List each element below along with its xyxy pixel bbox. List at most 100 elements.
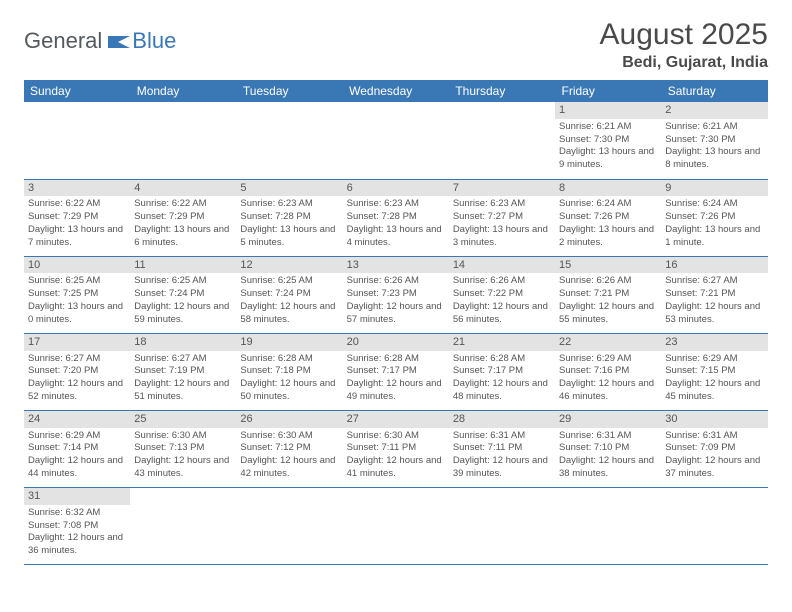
- day-cell: 9Sunrise: 6:24 AMSunset: 7:26 PMDaylight…: [661, 179, 767, 256]
- sunset-text: Sunset: 7:25 PM: [28, 288, 126, 301]
- day-number: 17: [24, 334, 130, 351]
- sunrise-text: Sunrise: 6:28 AM: [240, 353, 338, 366]
- day-cell: [343, 487, 449, 564]
- day-number: 8: [555, 180, 661, 197]
- day-number: 3: [24, 180, 130, 197]
- week-row: 1Sunrise: 6:21 AMSunset: 7:30 PMDaylight…: [24, 102, 768, 179]
- day-cell: 15Sunrise: 6:26 AMSunset: 7:21 PMDayligh…: [555, 256, 661, 333]
- sunrise-text: Sunrise: 6:23 AM: [240, 198, 338, 211]
- daylight-text: Daylight: 13 hours and 8 minutes.: [665, 146, 763, 172]
- daylight-text: Daylight: 12 hours and 57 minutes.: [347, 301, 445, 327]
- day-number: 28: [449, 411, 555, 428]
- day-cell: 29Sunrise: 6:31 AMSunset: 7:10 PMDayligh…: [555, 410, 661, 487]
- daylight-text: Daylight: 12 hours and 48 minutes.: [453, 378, 551, 404]
- sunset-text: Sunset: 7:26 PM: [665, 211, 763, 224]
- daylight-text: Daylight: 13 hours and 7 minutes.: [28, 224, 126, 250]
- day-cell: 28Sunrise: 6:31 AMSunset: 7:11 PMDayligh…: [449, 410, 555, 487]
- day-cell: 27Sunrise: 6:30 AMSunset: 7:11 PMDayligh…: [343, 410, 449, 487]
- day-number: 4: [130, 180, 236, 197]
- day-cell: 2Sunrise: 6:21 AMSunset: 7:30 PMDaylight…: [661, 102, 767, 179]
- sunrise-text: Sunrise: 6:27 AM: [28, 353, 126, 366]
- sunrise-text: Sunrise: 6:26 AM: [453, 275, 551, 288]
- sunset-text: Sunset: 7:22 PM: [453, 288, 551, 301]
- sunrise-text: Sunrise: 6:23 AM: [347, 198, 445, 211]
- day-cell: 30Sunrise: 6:31 AMSunset: 7:09 PMDayligh…: [661, 410, 767, 487]
- day-cell: 13Sunrise: 6:26 AMSunset: 7:23 PMDayligh…: [343, 256, 449, 333]
- sunrise-text: Sunrise: 6:30 AM: [240, 430, 338, 443]
- sunset-text: Sunset: 7:23 PM: [347, 288, 445, 301]
- weekday-cell: Saturday: [661, 80, 767, 102]
- day-cell: 22Sunrise: 6:29 AMSunset: 7:16 PMDayligh…: [555, 333, 661, 410]
- daylight-text: Daylight: 12 hours and 50 minutes.: [240, 378, 338, 404]
- day-number: 24: [24, 411, 130, 428]
- brand-part1: General: [24, 28, 102, 54]
- day-cell: 5Sunrise: 6:23 AMSunset: 7:28 PMDaylight…: [236, 179, 342, 256]
- day-cell: 11Sunrise: 6:25 AMSunset: 7:24 PMDayligh…: [130, 256, 236, 333]
- sunrise-text: Sunrise: 6:32 AM: [28, 507, 126, 520]
- sunset-text: Sunset: 7:08 PM: [28, 520, 126, 533]
- sunset-text: Sunset: 7:21 PM: [665, 288, 763, 301]
- weekday-cell: Sunday: [24, 80, 130, 102]
- sunrise-text: Sunrise: 6:25 AM: [28, 275, 126, 288]
- sunrise-text: Sunrise: 6:30 AM: [347, 430, 445, 443]
- day-number: 2: [661, 102, 767, 119]
- daylight-text: Daylight: 12 hours and 44 minutes.: [28, 455, 126, 481]
- day-cell: 20Sunrise: 6:28 AMSunset: 7:17 PMDayligh…: [343, 333, 449, 410]
- daylight-text: Daylight: 12 hours and 49 minutes.: [347, 378, 445, 404]
- sunset-text: Sunset: 7:29 PM: [134, 211, 232, 224]
- sunrise-text: Sunrise: 6:24 AM: [559, 198, 657, 211]
- day-number: 19: [236, 334, 342, 351]
- sunrise-text: Sunrise: 6:27 AM: [665, 275, 763, 288]
- sunset-text: Sunset: 7:28 PM: [347, 211, 445, 224]
- day-cell: [661, 487, 767, 564]
- daylight-text: Daylight: 13 hours and 4 minutes.: [347, 224, 445, 250]
- sunset-text: Sunset: 7:24 PM: [134, 288, 232, 301]
- day-number: 10: [24, 257, 130, 274]
- calendar-body: 1Sunrise: 6:21 AMSunset: 7:30 PMDaylight…: [24, 102, 768, 564]
- daylight-text: Daylight: 12 hours and 52 minutes.: [28, 378, 126, 404]
- daylight-text: Daylight: 13 hours and 0 minutes.: [28, 301, 126, 327]
- daylight-text: Daylight: 12 hours and 37 minutes.: [665, 455, 763, 481]
- sunrise-text: Sunrise: 6:26 AM: [559, 275, 657, 288]
- weekday-cell: Monday: [130, 80, 236, 102]
- sunset-text: Sunset: 7:10 PM: [559, 442, 657, 455]
- day-cell: [24, 102, 130, 179]
- brand-logo: General Blue: [24, 28, 176, 54]
- sunset-text: Sunset: 7:18 PM: [240, 365, 338, 378]
- sunrise-text: Sunrise: 6:29 AM: [28, 430, 126, 443]
- day-cell: 4Sunrise: 6:22 AMSunset: 7:29 PMDaylight…: [130, 179, 236, 256]
- flag-icon: [108, 34, 130, 48]
- sunset-text: Sunset: 7:26 PM: [559, 211, 657, 224]
- day-number: 21: [449, 334, 555, 351]
- daylight-text: Daylight: 12 hours and 43 minutes.: [134, 455, 232, 481]
- month-title: August 2025: [600, 18, 768, 52]
- day-cell: 23Sunrise: 6:29 AMSunset: 7:15 PMDayligh…: [661, 333, 767, 410]
- weekday-cell: Friday: [555, 80, 661, 102]
- daylight-text: Daylight: 12 hours and 53 minutes.: [665, 301, 763, 327]
- sunset-text: Sunset: 7:19 PM: [134, 365, 232, 378]
- day-number: 20: [343, 334, 449, 351]
- day-cell: [236, 102, 342, 179]
- title-block: August 2025 Bedi, Gujarat, India: [600, 18, 768, 72]
- day-cell: 17Sunrise: 6:27 AMSunset: 7:20 PMDayligh…: [24, 333, 130, 410]
- day-number: 18: [130, 334, 236, 351]
- daylight-text: Daylight: 12 hours and 42 minutes.: [240, 455, 338, 481]
- day-cell: [555, 487, 661, 564]
- sunset-text: Sunset: 7:30 PM: [559, 134, 657, 147]
- daylight-text: Daylight: 13 hours and 1 minute.: [665, 224, 763, 250]
- week-row: 17Sunrise: 6:27 AMSunset: 7:20 PMDayligh…: [24, 333, 768, 410]
- sunrise-text: Sunrise: 6:28 AM: [347, 353, 445, 366]
- weekday-cell: Tuesday: [236, 80, 342, 102]
- daylight-text: Daylight: 12 hours and 59 minutes.: [134, 301, 232, 327]
- sunrise-text: Sunrise: 6:27 AM: [134, 353, 232, 366]
- sunrise-text: Sunrise: 6:24 AM: [665, 198, 763, 211]
- daylight-text: Daylight: 12 hours and 45 minutes.: [665, 378, 763, 404]
- daylight-text: Daylight: 13 hours and 3 minutes.: [453, 224, 551, 250]
- sunrise-text: Sunrise: 6:23 AM: [453, 198, 551, 211]
- day-number: 7: [449, 180, 555, 197]
- day-number: 16: [661, 257, 767, 274]
- day-cell: [130, 102, 236, 179]
- sunset-text: Sunset: 7:13 PM: [134, 442, 232, 455]
- sunset-text: Sunset: 7:24 PM: [240, 288, 338, 301]
- day-cell: 16Sunrise: 6:27 AMSunset: 7:21 PMDayligh…: [661, 256, 767, 333]
